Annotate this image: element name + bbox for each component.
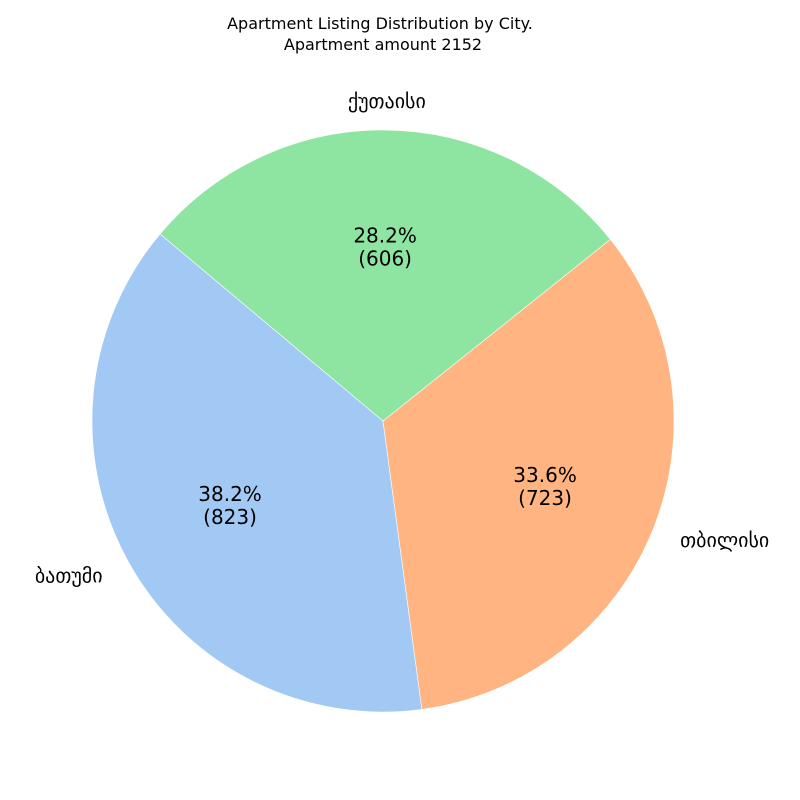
slice-count-2: (606) — [358, 246, 412, 270]
slice-percent-1: 33.6% — [513, 463, 577, 487]
slice-count-0: (823) — [203, 505, 257, 529]
pie-slice-2 — [159, 129, 611, 422]
pie-slices — [91, 129, 675, 713]
slice-label-1: თბილისი — [680, 528, 769, 552]
pie-slice-0 — [91, 233, 423, 713]
chart-subtitle: Apartment amount 2152 — [284, 35, 482, 54]
slice-percent-0: 38.2% — [198, 482, 262, 506]
slice-value-label-2: 28.2% (606) — [353, 223, 417, 270]
pie-labels: ბათუმი 38.2% (823) თბილისი 33.6% (723) ქუთაისი… — [35, 89, 769, 587]
slice-label-2: ქუთაისი — [348, 89, 426, 113]
slice-percent-2: 28.2% — [353, 223, 417, 247]
slice-count-1: (723) — [518, 486, 572, 510]
pie-slice-1 — [382, 238, 675, 710]
chart-title: Apartment Listing Distribution by City. — [227, 14, 533, 33]
slice-label-0: ბათუმი — [35, 563, 103, 587]
slice-value-label-1: 33.6% (723) — [513, 463, 577, 510]
slice-value-label-0: 38.2% (823) — [198, 482, 262, 529]
